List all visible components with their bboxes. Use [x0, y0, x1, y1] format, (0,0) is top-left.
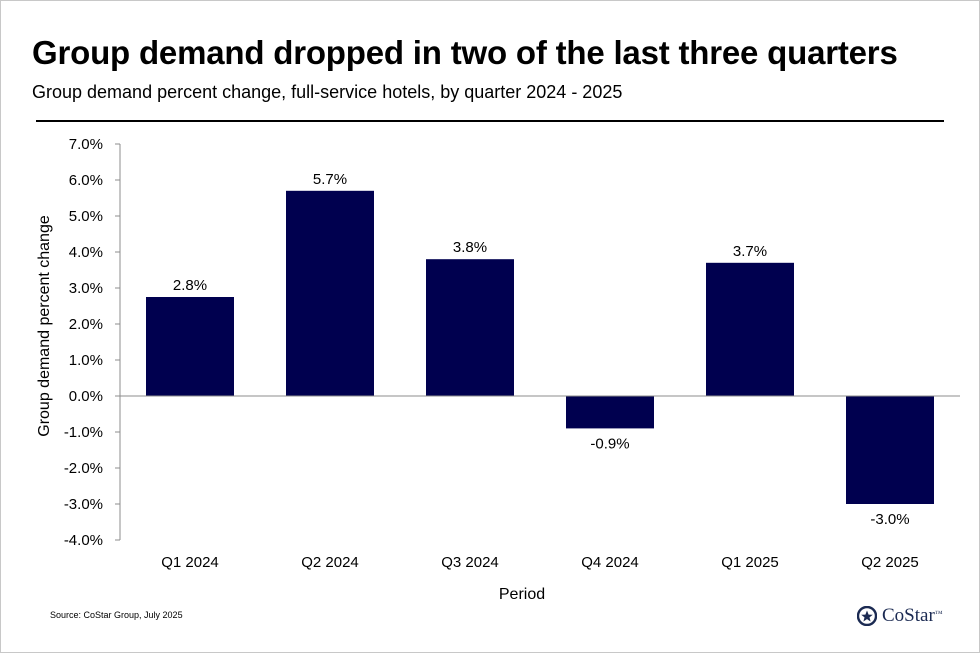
x-axis-title: Period: [499, 586, 545, 603]
y-tick-label: 1.0%: [69, 352, 103, 369]
y-tick-label: 2.0%: [69, 316, 103, 333]
y-tick-label: -2.0%: [64, 460, 103, 477]
bar-q2-2025: [846, 396, 934, 504]
y-tick-label: -4.0%: [64, 532, 103, 549]
source-note: Source: CoStar Group, July 2025: [50, 610, 183, 620]
chart-subtitle: Group demand percent change, full-servic…: [32, 82, 623, 102]
y-tick-label: 5.0%: [69, 208, 103, 225]
y-tick-label: 0.0%: [69, 388, 103, 405]
x-tick-label: Q1 2024: [161, 554, 219, 571]
x-tick-label: Q2 2025: [861, 554, 919, 571]
y-tick-label: 7.0%: [69, 136, 103, 153]
x-tick-label: Q2 2024: [301, 554, 359, 571]
costar-logo: CoStar ™: [857, 605, 943, 627]
data-label: 5.7%: [313, 171, 347, 188]
y-tick-label: 4.0%: [69, 244, 103, 261]
data-label: -3.0%: [870, 511, 909, 528]
y-tick-label: 3.0%: [69, 280, 103, 297]
data-label: -0.9%: [590, 435, 629, 452]
bar-q4-2024: [566, 396, 654, 429]
x-tick-label: Q3 2024: [441, 554, 499, 571]
data-label: 3.8%: [453, 239, 487, 256]
costar-star-icon: [857, 606, 877, 626]
y-axis-title: Group demand percent change: [36, 215, 53, 437]
title-divider: [36, 120, 944, 122]
bar-q1-2025: [706, 262, 794, 396]
data-label: 3.7%: [733, 243, 767, 260]
y-tick-label: -1.0%: [64, 424, 103, 441]
bar-q3-2024: [426, 259, 514, 396]
bar-q1-2024: [146, 297, 234, 396]
trademark-mark: ™: [934, 609, 943, 618]
brand-name: CoStar: [882, 605, 935, 626]
y-tick-label: -3.0%: [64, 496, 103, 513]
x-tick-label: Q4 2024: [581, 554, 639, 571]
y-tick-label: 6.0%: [69, 172, 103, 189]
x-tick-label: Q1 2025: [721, 554, 779, 571]
bar-q2-2024: [286, 190, 374, 396]
data-label: 2.8%: [173, 277, 207, 294]
chart-title: Group demand dropped in two of the last …: [32, 34, 898, 71]
